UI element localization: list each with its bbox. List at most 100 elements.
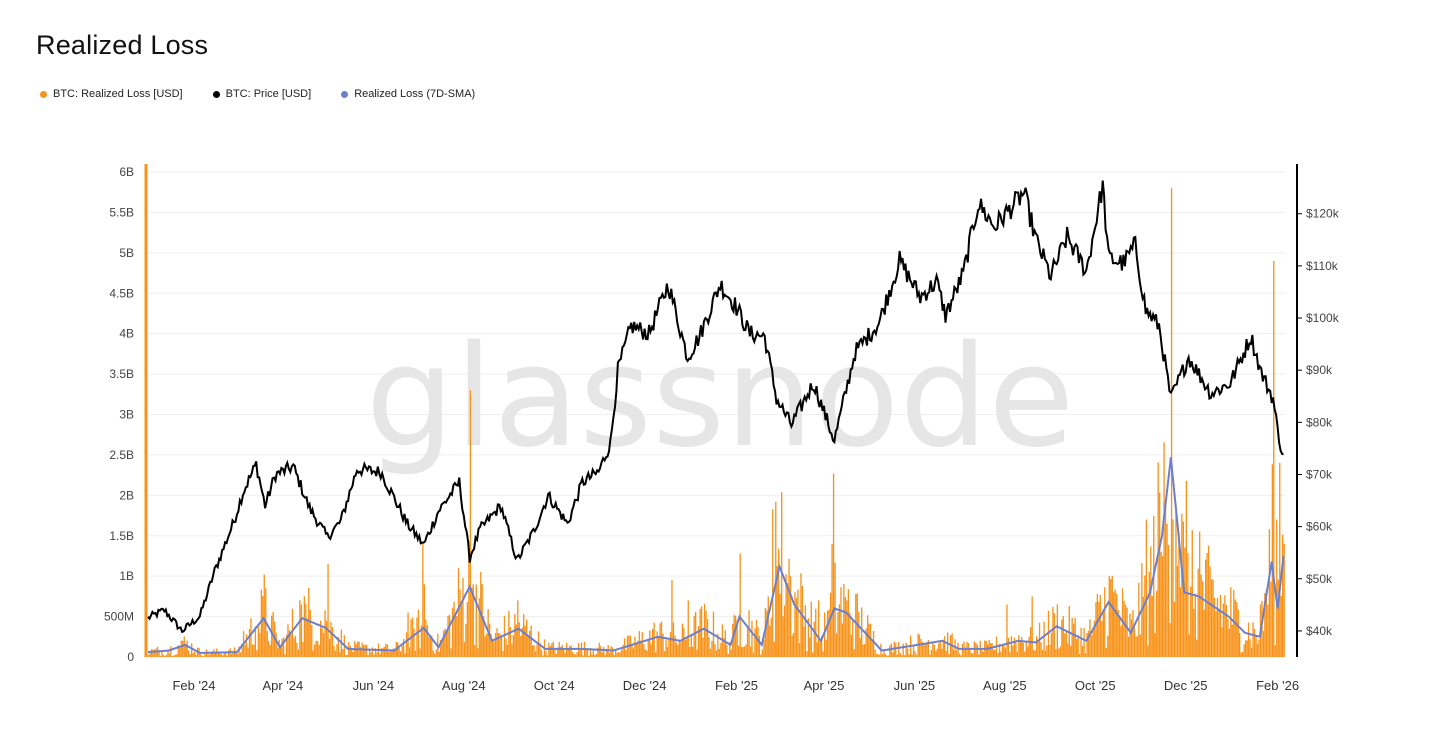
realized-loss-bar xyxy=(640,640,642,657)
realized-loss-bar xyxy=(757,627,759,657)
realized-loss-bar xyxy=(337,637,340,657)
realized-loss-bar xyxy=(976,644,979,657)
realized-loss-bar xyxy=(392,648,394,657)
y-right-tick-label: $40k xyxy=(1306,624,1333,638)
realized-loss-bar xyxy=(1181,513,1183,657)
realized-loss-bar xyxy=(561,644,563,657)
realized-loss-bar xyxy=(619,652,621,657)
realized-loss-bar xyxy=(714,644,716,657)
realized-loss-bar xyxy=(889,645,891,657)
realized-loss-bar xyxy=(905,642,907,657)
y-left-tick-label: 4.5B xyxy=(109,286,134,300)
realized-loss-bar xyxy=(570,645,572,657)
legend-label-price: BTC: Price [USD] xyxy=(225,88,312,100)
realized-loss-bar xyxy=(1013,637,1016,657)
realized-loss-bar xyxy=(441,639,443,657)
realized-loss-bar xyxy=(868,623,870,657)
realized-loss-bar xyxy=(783,605,786,657)
legend-item-realized-loss[interactable]: BTC: Realized Loss [USD] xyxy=(40,88,183,100)
realized-loss-bar xyxy=(1004,648,1007,657)
realized-loss-bar xyxy=(907,648,909,657)
realized-loss-bar xyxy=(1279,463,1281,657)
realized-loss-bar xyxy=(1222,603,1225,657)
realized-loss-bar xyxy=(362,645,365,657)
realized-loss-bar xyxy=(678,639,681,657)
realized-loss-bar xyxy=(798,643,801,657)
realized-loss-bar xyxy=(149,650,151,657)
realized-loss-bar xyxy=(758,635,761,657)
realized-loss-bar xyxy=(806,651,808,657)
realized-loss-bar xyxy=(692,646,694,657)
realized-loss-bar xyxy=(1193,608,1195,657)
realized-loss-bar xyxy=(1216,597,1219,657)
realized-loss-bar xyxy=(776,565,778,657)
realized-loss-bar xyxy=(1268,529,1271,657)
realized-loss-bar xyxy=(523,614,525,657)
realized-loss-bar xyxy=(649,630,651,657)
realized-loss-bar xyxy=(695,611,697,657)
realized-loss-bar xyxy=(1061,619,1063,657)
realized-loss-bar xyxy=(191,643,193,657)
realized-loss-bar xyxy=(702,637,704,657)
realized-loss-bar xyxy=(668,638,670,657)
realized-loss-bar xyxy=(1175,503,1177,657)
realized-loss-bar xyxy=(1188,634,1190,657)
x-tick-label: Apr '25 xyxy=(804,678,845,693)
realized-loss-bar xyxy=(228,650,230,657)
legend-item-sma[interactable]: Realized Loss (7D-SMA) xyxy=(341,88,475,100)
realized-loss-bar xyxy=(489,623,491,657)
realized-loss-bar xyxy=(576,652,578,657)
realized-loss-bar xyxy=(613,655,615,657)
realized-loss-bar xyxy=(886,655,888,657)
realized-loss-bar xyxy=(365,644,368,657)
realized-loss-bar xyxy=(1007,637,1010,657)
realized-loss-bar xyxy=(1199,531,1201,657)
realized-loss-bar xyxy=(308,588,310,657)
realized-loss-bar xyxy=(288,630,291,657)
realized-loss-bar xyxy=(1019,642,1022,657)
realized-loss-bar xyxy=(1210,579,1213,657)
legend-dot-realized-loss xyxy=(40,90,47,98)
realized-loss-bar xyxy=(899,653,901,657)
realized-loss-bar xyxy=(871,641,873,657)
realized-loss-bar xyxy=(804,605,807,657)
realized-loss-bar xyxy=(368,648,371,657)
realized-loss-bar xyxy=(616,652,618,657)
realized-loss-bar xyxy=(834,562,836,657)
realized-loss-bar xyxy=(500,636,503,657)
realized-loss-bar xyxy=(1108,576,1110,657)
realized-loss-bar xyxy=(858,611,860,657)
realized-loss-bar xyxy=(855,594,857,657)
realized-loss-bar xyxy=(309,610,311,657)
realized-loss-bar xyxy=(895,642,897,657)
realized-loss-bar xyxy=(407,612,409,657)
realized-loss-bar xyxy=(1077,635,1079,657)
legend-item-price[interactable]: BTC: Price [USD] xyxy=(212,88,312,100)
realized-loss-bar xyxy=(982,651,984,657)
realized-loss-bar xyxy=(514,613,516,657)
realized-loss-bar xyxy=(199,654,202,657)
realized-loss-bar xyxy=(1043,621,1045,657)
realized-loss-bar xyxy=(520,636,522,657)
realized-loss-bar xyxy=(1024,651,1026,657)
y-left-tick-label: 0 xyxy=(127,650,134,664)
realized-loss-bar xyxy=(822,651,824,657)
y-left-tick-label: 4B xyxy=(119,327,134,341)
x-tick-label: Feb '25 xyxy=(715,678,758,693)
realized-loss-bar xyxy=(1246,640,1248,657)
realized-loss-bar xyxy=(262,596,264,657)
realized-loss-bar xyxy=(244,644,246,657)
realized-loss-bar xyxy=(786,582,789,657)
realized-loss-bar xyxy=(609,652,611,657)
realized-loss-bar xyxy=(536,644,538,657)
realized-loss-bar xyxy=(325,620,328,657)
realized-loss-bar xyxy=(837,612,839,657)
realized-loss-bar xyxy=(170,646,172,657)
realized-loss-bar xyxy=(182,640,184,657)
realized-loss-bar xyxy=(176,654,178,657)
realized-loss-bar xyxy=(892,652,894,657)
realized-loss-bar xyxy=(687,600,689,657)
realized-loss-bar xyxy=(803,626,805,657)
realized-loss-bar xyxy=(864,644,866,657)
y-left-tick-label: 3.5B xyxy=(109,367,134,381)
